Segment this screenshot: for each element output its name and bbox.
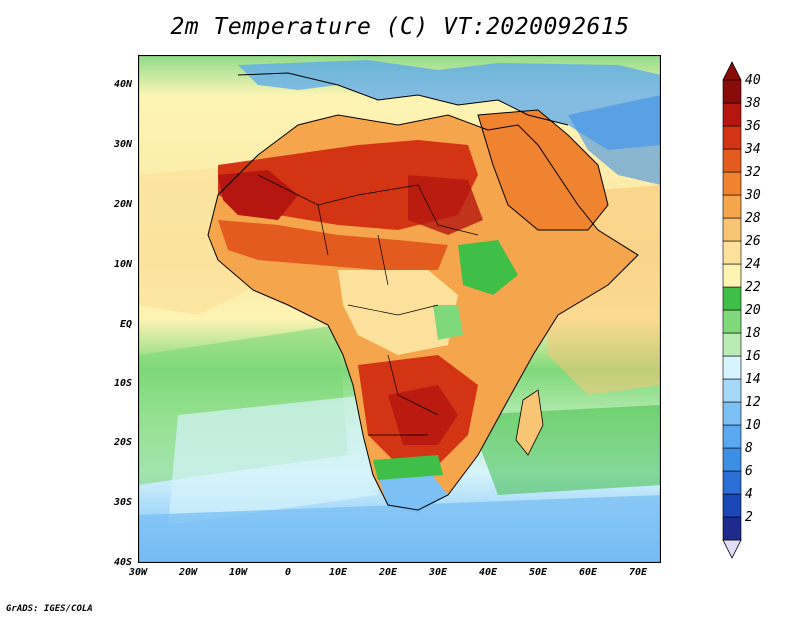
credit-text: GrADS: IGES/COLA — [6, 604, 93, 614]
southern-africa-core — [388, 385, 458, 445]
sahel-band — [218, 220, 448, 270]
colorbar-cell-5 — [722, 401, 742, 426]
middle-east-cool — [568, 95, 661, 185]
colorbar-label-14: 14 — [745, 372, 761, 387]
colorbar-label-34: 34 — [744, 142, 761, 157]
south-atlantic-cool — [168, 395, 378, 525]
colorbar-label-38: 38 — [744, 96, 761, 111]
lon-label-0: 0 — [284, 567, 292, 578]
colorbar-cell-15 — [722, 171, 742, 196]
southern-ocean-blue — [138, 495, 661, 563]
colorbar-label-2: 2 — [745, 510, 753, 525]
colorbar-cell-19 — [722, 79, 742, 104]
temperature-map — [138, 55, 661, 563]
colorbar-label-26: 26 — [745, 234, 761, 249]
colorbar-label-8: 8 — [745, 441, 753, 456]
arabia-land — [478, 110, 608, 230]
lon-label-30w: 30W — [128, 567, 148, 578]
colorbar-cell-11 — [722, 263, 742, 288]
map-frame — [138, 55, 661, 563]
colorbar-cell-16 — [722, 148, 742, 173]
colorbar-cell-4 — [722, 424, 742, 449]
colorbar-label-28: 28 — [745, 211, 761, 226]
equatorial-cool — [338, 270, 458, 355]
colorbar-cell-10 — [722, 286, 742, 311]
lon-label-20w: 20W — [178, 567, 198, 578]
colorbar-cell-17 — [722, 125, 742, 150]
country-borders — [257, 174, 479, 436]
south-indian-green — [468, 405, 661, 495]
ethiopia-highland — [458, 240, 518, 295]
south-africa-cool — [378, 470, 448, 513]
lat-label-30s: 30S — [113, 497, 132, 508]
colorbar-low-arrow — [722, 539, 742, 559]
arabia-coastline — [477, 109, 609, 231]
colorbar-cell-9 — [722, 309, 742, 334]
colorbar-label-24: 24 — [745, 257, 761, 272]
lon-label-50e: 50E — [528, 567, 548, 578]
colorbar-cell-8 — [722, 332, 742, 357]
colorbar-cell-7 — [722, 355, 742, 380]
lat-label-20n: 20N — [113, 199, 132, 210]
colorbar-cell-12 — [722, 240, 742, 265]
lon-label-60e: 60E — [578, 567, 598, 578]
colorbar-label-4: 4 — [745, 487, 753, 502]
colorbar-cell-0 — [722, 516, 742, 541]
lat-label-30n: 30N — [113, 139, 132, 150]
colorbar-cell-1 — [722, 493, 742, 518]
chart-title: 2m Temperature (C) VT:2020092615 — [170, 14, 630, 40]
lon-label-20e: 20E — [378, 567, 398, 578]
madagascar — [515, 389, 544, 456]
lon-label-30e: 30E — [428, 567, 448, 578]
colorbar-label-6: 6 — [745, 464, 753, 479]
lat-label-10s: 10S — [113, 378, 132, 389]
europe — [238, 60, 661, 150]
south-africa-green — [373, 455, 443, 480]
colorbar-label-22: 22 — [745, 280, 761, 295]
colorbar-high-arrow — [722, 61, 742, 81]
colorbar-label-40: 40 — [745, 73, 761, 88]
lat-label-40n: 40N — [113, 79, 132, 90]
lon-label-70e: 70E — [628, 567, 648, 578]
sahara-hottest — [218, 170, 298, 220]
lon-label-40e: 40E — [478, 567, 498, 578]
colorbar-label-12: 12 — [745, 395, 761, 410]
colorbar-label-18: 18 — [745, 326, 761, 341]
colorbar-label-30: 30 — [744, 188, 761, 203]
colorbar-cell-3 — [722, 447, 742, 472]
lat-label-40s: 40S — [113, 557, 132, 568]
lon-label-10w: 10W — [228, 567, 248, 578]
colorbar-cell-18 — [722, 102, 742, 127]
colorbar-label-32: 32 — [744, 165, 761, 180]
colorbar-cell-13 — [722, 217, 742, 242]
colorbar-label-20: 20 — [745, 303, 761, 318]
colorbar-label-10: 10 — [745, 418, 761, 433]
lat-label-20s: 20S — [113, 437, 132, 448]
lake-region — [433, 305, 463, 340]
colorbar-cell-14 — [722, 194, 742, 219]
colorbar-label-36: 36 — [744, 119, 761, 134]
lon-label-10e: 10E — [328, 567, 348, 578]
sudan-hot — [408, 175, 483, 235]
colorbar-cell-6 — [722, 378, 742, 403]
colorbar-label-16: 16 — [745, 349, 761, 364]
colorbar-cell-2 — [722, 470, 742, 495]
africa-coastline — [207, 114, 639, 511]
europe-coastline — [237, 72, 569, 126]
lat-label-10n: 10N — [113, 259, 132, 270]
lat-label-eq: EQ — [119, 319, 132, 330]
